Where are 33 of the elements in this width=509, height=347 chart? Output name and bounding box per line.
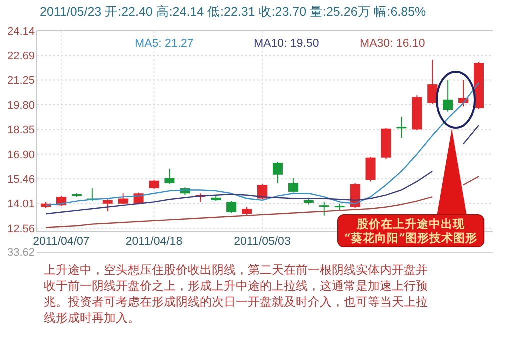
y-tick-label: 19.80: [7, 100, 35, 112]
x-tick-label: 2011/05/03: [234, 236, 291, 248]
candlestick: [118, 193, 128, 206]
text: MA30: 16.10: [360, 38, 426, 50]
text: 33.62: [7, 247, 35, 259]
annotation: 股价在上升途中出现 “葵花向阳”图形技术图形: [344, 217, 478, 245]
x-tick-label: 2011/04/07: [33, 236, 90, 248]
candlestick: [102, 199, 113, 212]
candlestick: [258, 184, 268, 200]
y-tick-label: 15.46: [7, 174, 35, 186]
candlestick: [149, 180, 160, 190]
x-tick-label: 2011/04/18: [126, 236, 183, 248]
candlestick: [164, 168, 175, 185]
y-tick-label: 18.35: [7, 124, 35, 137]
text: 上升途中，空头想压住股价收出阴线，第二天在前一根阴线实体内开盘并收于前一阴线开盘价之上，形成上升中途的上拉线，这通常是加速上行预兆。投资者可考虑在形成阴线的次日一开盘就及时介入，也可等当天上拉线形成时再加入。: [44, 263, 428, 325]
y-tick-label: 16.90: [7, 149, 35, 162]
y-tick-label: 24.14: [7, 26, 35, 38]
line-series: [45, 82, 480, 206]
candlestick: [319, 202, 330, 216]
y-tick-label: 21.25: [7, 75, 35, 88]
text: MA5: 21.27: [135, 38, 194, 50]
candlestick: [272, 162, 283, 184]
y-tick-label: 12.56: [7, 223, 35, 236]
y-tick-label: 14.01: [7, 198, 35, 211]
candlestick: [443, 80, 454, 112]
text: MA10: 19.50: [254, 38, 320, 50]
candlestick: [226, 200, 237, 214]
candlestick: [288, 178, 298, 194]
candlestick: [366, 156, 376, 182]
chart-title: 2011/05/23 开:22.40 高:24.14 低:22.31 收:23.70 量:25.26万 幅:6.85%: [40, 4, 426, 19]
candlestick: [428, 59, 438, 105]
y-tick-label: 22.69: [7, 50, 35, 63]
candlestick: [396, 116, 407, 139]
